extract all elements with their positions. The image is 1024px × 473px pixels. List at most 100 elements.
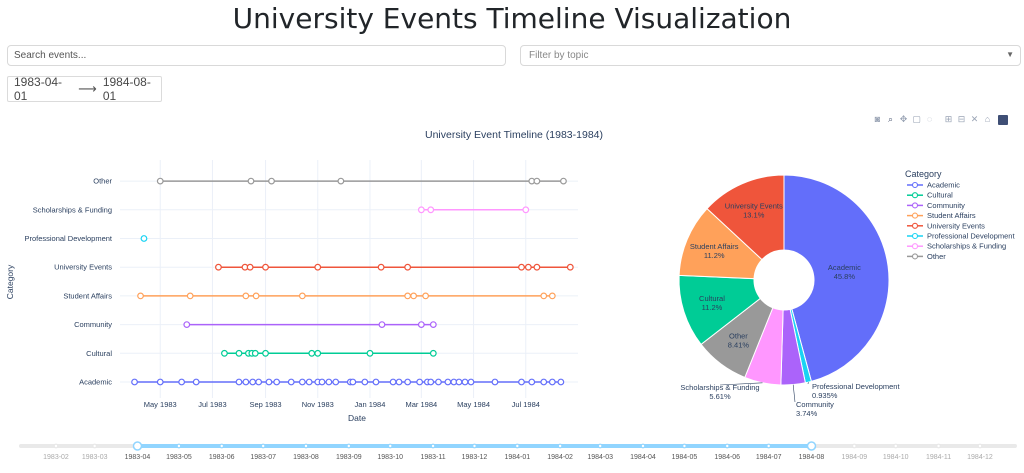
legend-swatch-marker — [911, 243, 919, 250]
y-tick-label: Other — [93, 177, 112, 186]
date-range-picker[interactable]: 1983-04-01 ⟶ 1984-08-01 — [7, 75, 162, 103]
event-point — [262, 263, 269, 271]
slider-mark-label: 1983-12 — [462, 454, 488, 461]
reset-icon[interactable]: ⌂ — [984, 114, 991, 124]
event-point — [377, 263, 385, 271]
slider-mark-dot — [766, 443, 772, 449]
y-tick-label: Cultural — [86, 349, 112, 358]
pie-slice-percent: 45.8% — [834, 272, 856, 281]
event-point — [131, 378, 138, 386]
slider-mark-label: 1984-06 — [714, 454, 740, 461]
autoscale-icon[interactable]: ✕ — [970, 114, 979, 124]
topic-filter-placeholder: Filter by topic — [529, 50, 589, 61]
event-point — [427, 378, 435, 386]
event-point — [548, 378, 556, 386]
pie-slice-label: Student Affairs — [690, 242, 739, 251]
event-point — [332, 378, 340, 386]
legend-item: Other — [927, 252, 946, 261]
legend-item: Professional Development — [927, 232, 1015, 241]
event-point — [249, 378, 257, 386]
slider-mark-dot — [640, 443, 646, 449]
event-point — [461, 378, 469, 386]
slider-handle-start[interactable] — [132, 441, 143, 451]
box-select-icon[interactable]: ▢ — [912, 114, 921, 124]
event-point — [417, 321, 425, 329]
legend-item: Cultural — [927, 191, 953, 200]
slider-mark-dot — [219, 443, 225, 449]
x-tick-label: Nov 1983 — [302, 400, 334, 409]
pie-slice-academic — [783, 174, 890, 382]
slider-mark-dot — [472, 443, 477, 449]
event-point — [178, 378, 186, 386]
event-point — [455, 378, 463, 386]
slider-mark-label: 1983-10 — [377, 454, 403, 461]
event-point — [560, 177, 567, 185]
event-point — [417, 206, 425, 214]
event-point — [533, 263, 541, 271]
event-point — [528, 378, 536, 386]
legend-swatch-marker — [911, 192, 919, 199]
y-tick-label: Student Affairs — [63, 291, 112, 300]
event-point — [361, 378, 369, 386]
event-point — [389, 378, 397, 386]
chevron-down-icon[interactable]: ▼ — [1006, 50, 1014, 59]
event-point — [429, 349, 437, 357]
camera-icon[interactable]: ◙ — [874, 114, 881, 124]
event-point — [522, 206, 530, 214]
event-point — [255, 378, 263, 386]
pie-slice-label: Other — [729, 331, 748, 340]
slider-mark-dot — [893, 443, 899, 449]
event-point — [192, 378, 200, 386]
event-point — [410, 292, 418, 300]
y-axis-title: Category — [5, 264, 15, 299]
legend-item: Scholarships & Funding — [927, 242, 1006, 251]
event-point — [524, 263, 532, 271]
event-point — [235, 378, 243, 386]
date-end-field[interactable]: 1984-08-01 — [102, 75, 151, 103]
slider-mark-label: 1983-09 — [336, 454, 362, 461]
pie-slice-percent: 13.1% — [743, 211, 765, 220]
x-tick-label: Jul 1984 — [512, 400, 540, 409]
search-input[interactable] — [7, 45, 506, 66]
slider-handle-end[interactable] — [806, 441, 817, 451]
pan-icon[interactable]: ✥ — [899, 114, 908, 124]
slider-mark-label: 1983-02 — [43, 454, 69, 461]
pie-slice-label: University Events — [725, 202, 783, 211]
arrow-right-icon: ⟶ — [78, 81, 97, 96]
plotly-logo-icon[interactable] — [998, 115, 1008, 125]
pie-slice-label: Academic — [828, 263, 861, 272]
event-point — [540, 292, 548, 300]
event-point — [518, 263, 525, 271]
pie-slice-label: Community — [796, 400, 834, 409]
zoom-out-icon[interactable]: ⊟ — [957, 114, 966, 124]
zoom-in-icon[interactable]: ⊞ — [944, 114, 953, 124]
legend-item: University Events — [927, 221, 985, 230]
slider-mark-label: 1983-06 — [209, 454, 235, 461]
slider-mark-label: 1983-05 — [166, 454, 192, 461]
event-point — [557, 378, 565, 386]
lasso-icon[interactable]: ◌ — [926, 114, 933, 124]
zoom-icon[interactable]: ⌕ — [887, 114, 894, 124]
event-point — [337, 177, 345, 185]
slider-mark-dot — [303, 443, 309, 449]
event-point — [518, 378, 525, 386]
event-point — [221, 349, 228, 357]
event-point — [235, 349, 243, 357]
event-point — [404, 263, 412, 271]
slider-mark-label: 1984-02 — [547, 454, 573, 461]
pie-label-leader — [719, 382, 763, 386]
topic-filter-dropdown[interactable]: Filter by topic ▼ — [520, 45, 1021, 66]
slider-mark-label: 1983-07 — [250, 454, 276, 461]
legend-swatch-marker — [911, 202, 919, 209]
slider-mark-dot — [387, 443, 393, 449]
legend-title: Category — [905, 169, 942, 179]
event-point — [242, 292, 250, 300]
event-point — [298, 378, 306, 386]
chart-modebar: ◙ ⌕ ✥ ▢ ◌ ⊞ ⊟ ✕ ⌂ — [872, 114, 1008, 125]
x-tick-label: Mar 1984 — [405, 400, 437, 409]
slider-mark-dot — [682, 443, 687, 449]
slider-mark-label: 1984-12 — [967, 454, 993, 461]
date-start-field[interactable]: 1983-04-01 — [14, 75, 63, 103]
pie-label-leader — [792, 384, 796, 403]
